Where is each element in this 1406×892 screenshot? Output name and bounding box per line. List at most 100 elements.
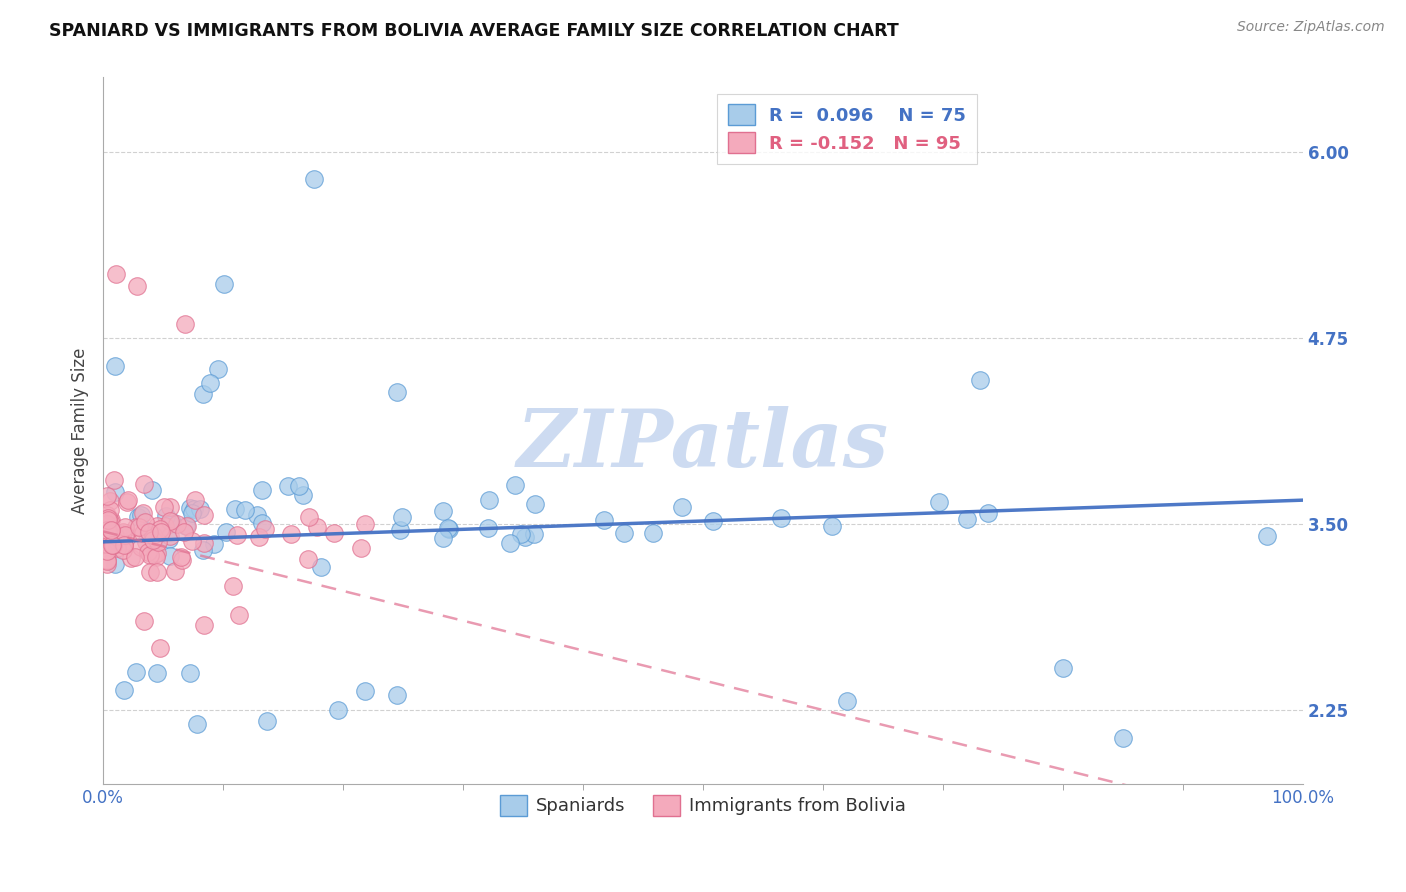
Point <box>146 546 169 560</box>
Legend: Spaniards, Immigrants from Bolivia: Spaniards, Immigrants from Bolivia <box>491 786 915 825</box>
Point <box>143 547 166 561</box>
Point <box>288 478 311 492</box>
Point <box>97 513 120 527</box>
Point <box>107 527 129 541</box>
Point <box>222 579 245 593</box>
Point <box>138 527 160 541</box>
Point <box>277 479 299 493</box>
Point <box>159 529 181 543</box>
Point <box>98 514 121 528</box>
Point <box>115 495 138 509</box>
Point <box>163 564 186 578</box>
Point <box>174 317 197 331</box>
Point <box>139 566 162 580</box>
Point <box>120 551 142 566</box>
Point <box>132 477 155 491</box>
Point <box>112 538 135 552</box>
Point <box>100 494 122 508</box>
Point <box>159 517 181 532</box>
Point <box>176 518 198 533</box>
Point <box>114 520 136 534</box>
Text: Source: ZipAtlas.com: Source: ZipAtlas.com <box>1237 20 1385 34</box>
Point <box>207 362 229 376</box>
Point <box>107 536 129 550</box>
Point <box>956 512 979 526</box>
Point <box>821 518 844 533</box>
Point <box>188 501 211 516</box>
Point <box>297 551 319 566</box>
Point <box>125 665 148 679</box>
Point <box>114 528 136 542</box>
Point <box>104 484 127 499</box>
Point <box>256 714 278 729</box>
Point <box>235 502 257 516</box>
Point <box>96 523 118 537</box>
Point <box>160 515 183 529</box>
Point <box>96 553 118 567</box>
Point <box>136 524 159 538</box>
Point <box>280 526 302 541</box>
Point <box>298 510 321 524</box>
Point <box>193 386 215 401</box>
Point <box>523 497 546 511</box>
Point <box>477 521 499 535</box>
Point <box>159 549 181 564</box>
Point <box>173 524 195 539</box>
Point <box>350 541 373 556</box>
Point <box>770 510 793 524</box>
Point <box>309 559 332 574</box>
Point <box>159 500 181 514</box>
Point <box>499 536 522 550</box>
Point <box>104 267 127 281</box>
Point <box>96 508 118 522</box>
Point <box>132 507 155 521</box>
Point <box>142 533 165 547</box>
Point <box>505 478 527 492</box>
Point <box>100 513 122 527</box>
Point <box>323 525 346 540</box>
Point <box>105 541 128 555</box>
Point <box>146 666 169 681</box>
Point <box>437 521 460 535</box>
Point <box>179 665 201 680</box>
Point <box>225 527 247 541</box>
Point <box>212 277 235 291</box>
Y-axis label: Average Family Size: Average Family Size <box>72 348 89 514</box>
Point <box>146 535 169 549</box>
Point <box>145 550 167 565</box>
Point <box>432 532 454 546</box>
Point <box>100 523 122 537</box>
Point <box>671 500 693 514</box>
Point <box>198 376 221 391</box>
Point <box>104 359 127 374</box>
Point <box>129 540 152 554</box>
Point <box>149 525 172 540</box>
Point <box>977 506 1000 520</box>
Point <box>641 525 664 540</box>
Point <box>97 510 120 524</box>
Point <box>326 703 349 717</box>
Point <box>132 614 155 628</box>
Point <box>112 543 135 558</box>
Point <box>97 526 120 541</box>
Point <box>969 373 991 387</box>
Point <box>354 684 377 698</box>
Point <box>138 524 160 539</box>
Point <box>180 506 202 520</box>
Point <box>250 516 273 531</box>
Point <box>101 537 124 551</box>
Point <box>385 689 408 703</box>
Point <box>96 544 118 558</box>
Point <box>1052 660 1074 674</box>
Point <box>136 545 159 559</box>
Point <box>96 518 118 533</box>
Point <box>103 473 125 487</box>
Point <box>247 530 270 544</box>
Point <box>478 493 501 508</box>
Point <box>302 172 325 186</box>
Point <box>307 520 329 534</box>
Point <box>157 532 180 546</box>
Point <box>96 489 118 503</box>
Point <box>101 538 124 552</box>
Point <box>928 495 950 509</box>
